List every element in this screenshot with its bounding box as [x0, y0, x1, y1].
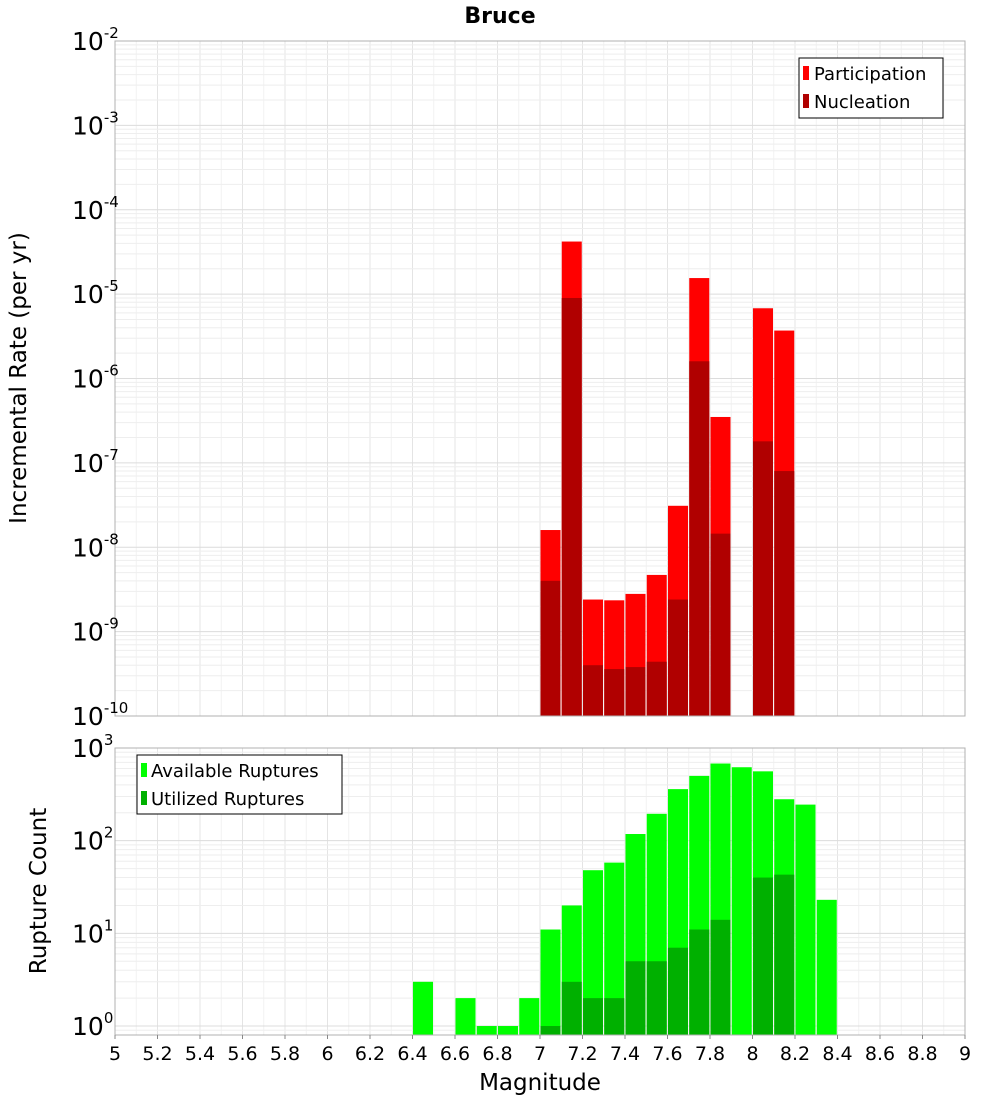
- y-tick-label: 10-9: [72, 615, 119, 647]
- y-tick-label: 10-7: [72, 446, 119, 478]
- x-tick-label: 8.6: [865, 1043, 895, 1065]
- top-panel-frame: [114, 40, 966, 717]
- count-bar-utilized-ruptures-8.1: [774, 874, 795, 1035]
- legend-swatch-available: [141, 763, 147, 777]
- y-tick-label: 10-5: [72, 277, 119, 309]
- y-tick-label: 10-8: [72, 530, 119, 562]
- x-tick-label: 5.6: [227, 1043, 257, 1065]
- y-tick-label: 10-2: [72, 24, 119, 56]
- y-tick-label: 10-3: [72, 108, 119, 140]
- x-tick-label: 7.2: [567, 1043, 597, 1065]
- count-bar-utilized-ruptures-7.5: [646, 961, 667, 1035]
- x-tick-label: 7.6: [652, 1043, 682, 1065]
- x-tick-label: 6: [321, 1043, 333, 1065]
- rate-bar-nucleation-7.2: [583, 665, 603, 716]
- y-tick-label: 100: [72, 1009, 113, 1041]
- x-tick-label: 7: [534, 1043, 546, 1065]
- chart-title: Bruce: [464, 4, 535, 29]
- y-tick-label: 10-6: [72, 362, 119, 394]
- top-y-axis-label: Incremental Rate (per yr): [6, 232, 32, 524]
- y-tick-label: 10-10: [72, 699, 128, 731]
- count-bar-available-ruptures-8.3: [816, 899, 837, 1035]
- x-ticks: 5 5.2 5.4 5.6 5.8 6 6.2 6.4 6.6 6.8 7 7.2 7.4 7.6 7.8 8…: [109, 1035, 971, 1065]
- top-panel-bars: [540, 241, 795, 717]
- rate-bar-nucleation-7.6: [668, 599, 688, 716]
- count-bar-utilized-ruptures-7.8: [710, 919, 731, 1035]
- rate-bar-nucleation-7.1: [561, 297, 582, 716]
- y-tick-label: 101: [72, 916, 113, 948]
- x-tick-label: 6.4: [397, 1043, 427, 1065]
- x-tick-label: 5.8: [270, 1043, 300, 1065]
- count-bar-available-ruptures-6.9: [519, 998, 540, 1035]
- x-tick-label: 5.4: [185, 1043, 215, 1065]
- count-bar-utilized-ruptures-7.0: [540, 1026, 561, 1035]
- count-bar-utilized-ruptures-7.4: [625, 961, 646, 1035]
- legend-label-utilized-ruptures: Utilized Ruptures: [151, 789, 304, 810]
- rate-bar-nucleation-8.0: [753, 441, 773, 716]
- count-bar-utilized-ruptures-7.1: [561, 981, 582, 1035]
- rate-bar-nucleation-7.7: [689, 361, 710, 716]
- top-legend: Participation Nucleation: [798, 57, 944, 119]
- legend-swatch-participation: [803, 66, 809, 80]
- x-tick-label: 8.8: [907, 1043, 937, 1065]
- count-bar-available-ruptures-6.7: [476, 1026, 497, 1035]
- y-tick-label: 103: [72, 731, 113, 763]
- rate-bar-nucleation-8.1: [774, 471, 795, 716]
- x-tick-label: 8: [746, 1043, 758, 1065]
- count-bar-available-ruptures-6.6: [455, 998, 476, 1035]
- y-tick-label: 10-4: [72, 193, 119, 225]
- count-bar-utilized-ruptures-7.3: [604, 998, 625, 1035]
- x-tick-label: 7.8: [695, 1043, 725, 1065]
- legend-label-nucleation: Nucleation: [814, 92, 910, 113]
- legend-swatch-utilized: [141, 791, 147, 805]
- top-panel-grid: [114, 40, 966, 717]
- rate-bar-nucleation-7.8: [710, 533, 731, 716]
- x-tick-label: 5.2: [142, 1043, 172, 1065]
- count-bar-available-ruptures-6.8: [498, 1026, 518, 1035]
- bottom-y-ticks: 100 101 102 103: [72, 731, 113, 1041]
- legend-swatch-nucleation: [803, 94, 809, 108]
- bottom-legend: Available Ruptures Utilized Ruptures: [136, 754, 343, 815]
- rate-bar-nucleation-7.0: [540, 580, 561, 716]
- x-tick-label: 8.4: [822, 1043, 852, 1065]
- y-tick-label: 102: [72, 824, 113, 856]
- rate-bar-nucleation-7.5: [646, 661, 667, 716]
- count-bar-available-ruptures-7.2: [583, 870, 603, 1035]
- count-bar-utilized-ruptures-7.6: [668, 947, 688, 1035]
- count-bar-available-ruptures-7.3: [604, 862, 625, 1035]
- count-bar-available-ruptures-6.4: [413, 981, 433, 1035]
- x-tick-label: 8.2: [780, 1043, 810, 1065]
- count-bar-available-ruptures-7.0: [540, 929, 561, 1035]
- x-tick-label: 6.6: [440, 1043, 470, 1065]
- count-bar-utilized-ruptures-7.2: [583, 998, 603, 1035]
- bottom-y-axis-label: Rupture Count: [26, 808, 52, 974]
- x-tick-label: 9: [959, 1043, 971, 1065]
- count-bar-available-ruptures-8.2: [795, 804, 816, 1035]
- x-tick-label: 6.2: [355, 1043, 385, 1065]
- x-tick-label: 7.4: [610, 1043, 640, 1065]
- x-tick-label: 6.8: [482, 1043, 512, 1065]
- bottom-panel-bars: [413, 763, 837, 1035]
- count-bar-available-ruptures-7.9: [731, 767, 752, 1035]
- legend-label-participation: Participation: [814, 64, 926, 85]
- legend-label-available-ruptures: Available Ruptures: [151, 761, 319, 782]
- top-y-ticks: 10-10 10-9 10-8 10-7 10-6 10-5 10-4 10-3 10-2: [72, 24, 128, 731]
- count-bar-utilized-ruptures-8.0: [753, 877, 773, 1035]
- count-bar-utilized-ruptures-7.7: [689, 929, 710, 1035]
- x-axis-label: Magnitude: [479, 1070, 601, 1096]
- rate-bar-nucleation-7.4: [625, 667, 646, 716]
- rate-bar-nucleation-7.3: [604, 669, 625, 716]
- x-tick-label: 5: [109, 1043, 121, 1065]
